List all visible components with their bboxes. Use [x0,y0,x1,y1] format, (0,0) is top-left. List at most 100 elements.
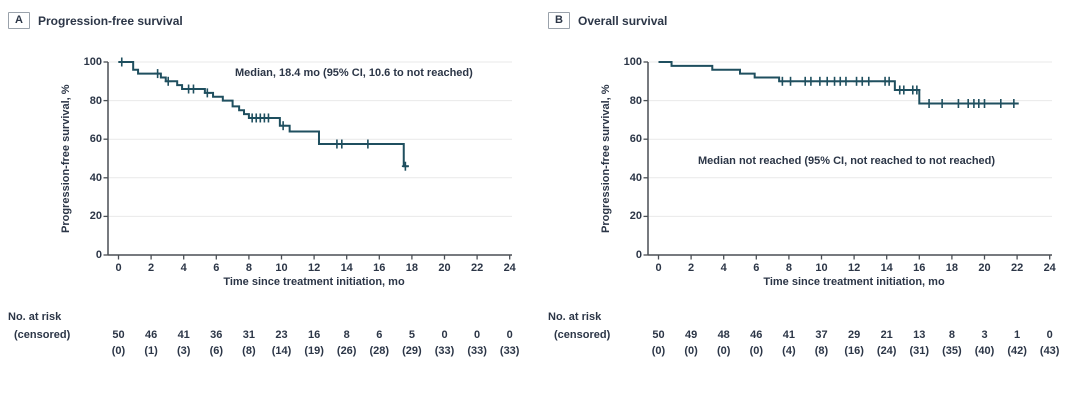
km-curve [658,61,1019,105]
y-tick-label: 80 [629,94,642,107]
censored-value: (0) [749,345,764,357]
censored-value: (24) [876,345,897,357]
censored-value: (26) [336,345,357,357]
y-tick-label: 60 [89,133,102,146]
x-tick-label: 6 [213,262,220,274]
x-tick-label: 16 [373,262,386,274]
x-tick-label: 12 [307,262,321,274]
censored-value: (29) [402,345,422,357]
no-at-risk-value: 46 [750,329,763,341]
no-at-risk-value: 49 [684,329,698,341]
y-tick-label: 100 [83,56,102,68]
y-tick-label: 80 [89,94,102,107]
no-at-risk-value: 46 [144,329,158,341]
x-tick-label: 24 [503,262,516,274]
censored-value: (33) [434,345,455,357]
panel-a-title: Progression-free survival [38,13,183,28]
no-at-risk-value: 31 [242,329,256,341]
x-tick-label: 14 [880,262,893,274]
censored-value: (3) [176,345,191,357]
panel-b-header: B Overall survival [548,12,667,29]
no-at-risk-value: 8 [948,329,955,341]
panel-progression-free-survival: A Progression-free survival Progression-… [8,12,520,357]
no-at-risk-value: 16 [307,329,321,341]
censored-value: (1) [144,345,158,357]
no-at-risk-value: 6 [376,329,383,341]
y-tick-label: 60 [629,133,642,146]
y-tick-label: 40 [629,171,642,184]
x-tick-label: 8 [245,262,252,274]
panel-b-risk-label: No. at risk [548,311,602,323]
no-at-risk-value: 21 [880,329,893,341]
censored-value: (35) [942,345,962,357]
panel-a-median-annotation: Median, 18.4 mo (95% CI, 10.6 to not rea… [235,67,473,79]
censored-value: (8) [814,345,829,357]
no-at-risk-value: 0 [474,329,481,341]
no-at-risk-value: 3 [981,329,988,341]
no-at-risk-value: 0 [1046,329,1053,341]
censored-value: (6) [209,345,224,357]
panel-b-label-box: B [548,12,570,29]
km-chart-a [103,57,512,260]
x-tick-label: 22 [1010,262,1024,274]
x-tick-label: 0 [115,262,122,274]
censored-value: (0) [684,345,698,357]
censored-value: (14) [271,345,292,357]
x-tick-label: 12 [847,262,861,274]
x-tick-label: 16 [913,262,926,274]
x-tick-label: 2 [688,262,695,274]
x-tick-label: 18 [945,262,959,274]
panel-a-header: A Progression-free survival [8,12,183,29]
panel-b-median-annotation: Median not reached (95% CI, not reached … [698,155,996,167]
censored-value: (16) [844,345,864,357]
no-at-risk-value: 37 [815,329,828,341]
panel-b-y-axis-label: Progression-free survival, % [600,84,612,233]
censored-value: (40) [974,345,995,357]
km-chart-b [643,61,1052,260]
x-tick-label: 2 [148,262,155,274]
censored-value: (4) [782,345,796,357]
x-tick-label: 14 [340,262,353,274]
panel-a-x-axis-label: Time since treatment initiation, mo [223,276,405,288]
censored-value: (0) [651,345,666,357]
x-tick-label: 20 [978,262,991,274]
x-tick-label: 4 [180,262,187,274]
censored-value: (0) [716,345,731,357]
no-at-risk-value: 50 [652,329,665,341]
censored-value: (28) [369,345,390,357]
no-at-risk-value: 41 [782,329,796,341]
censored-value: (19) [304,345,324,357]
x-tick-label: 18 [405,262,419,274]
y-tick-label: 0 [635,249,642,261]
x-tick-label: 10 [275,262,288,274]
x-tick-label: 22 [470,262,484,274]
panel-overall-survival: B Overall survival Progression-free surv… [540,0,1080,400]
y-tick-label: 20 [629,210,642,223]
censored-value: (42) [1007,345,1027,357]
no-at-risk-value: 8 [343,329,350,341]
panel-a-censored-label: (censored) [14,329,71,341]
x-tick-label: 4 [720,262,727,274]
panel-b-x-axis-label: Time since treatment initiation, mo [763,276,945,288]
x-tick-label: 10 [815,262,828,274]
panel-a-label-box: A [8,12,30,29]
x-tick-label: 0 [655,262,662,274]
censored-value: (43) [1039,345,1060,357]
censored-value: (31) [909,345,930,357]
y-tick-label: 0 [95,249,102,261]
x-tick-label: 8 [785,262,792,274]
panel-b-title: Overall survival [578,13,668,28]
no-at-risk-value: 1 [1014,329,1021,341]
y-tick-label: 40 [89,171,102,184]
no-at-risk-value: 5 [408,329,415,341]
x-tick-label: 20 [438,262,451,274]
no-at-risk-value: 13 [913,329,926,341]
censored-value: (33) [499,345,520,357]
no-at-risk-value: 0 [441,329,448,341]
x-tick-label: 6 [753,262,760,274]
y-tick-label: 20 [89,210,102,223]
panel-a-y-axis-label: Progression-free survival, % [60,84,72,233]
panel-b-censored-label: (censored) [554,329,611,341]
no-at-risk-value: 23 [275,329,288,341]
